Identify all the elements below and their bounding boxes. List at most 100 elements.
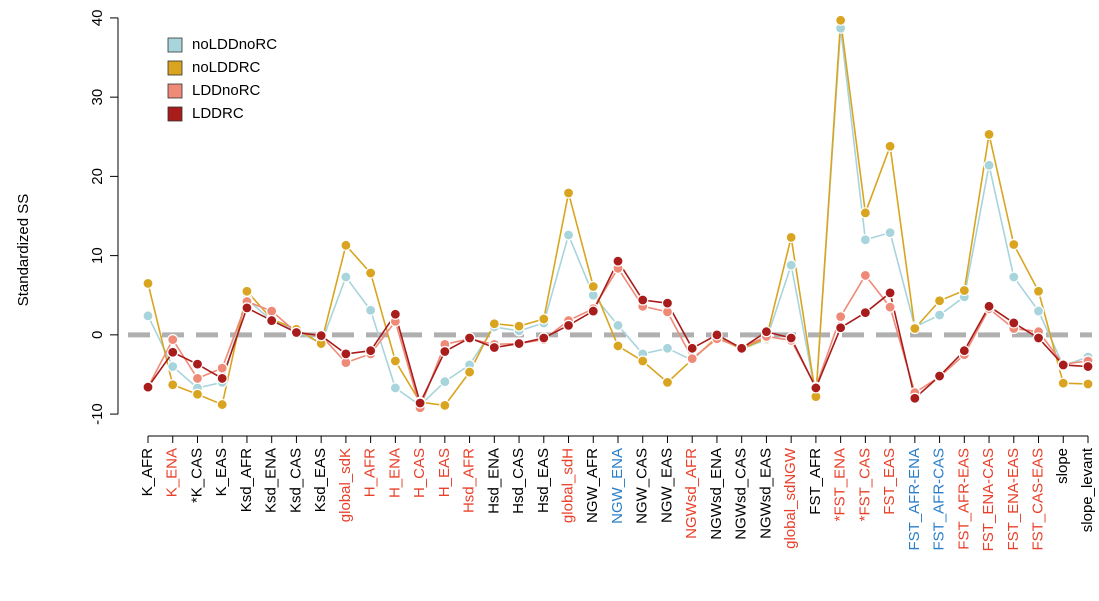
data-point — [142, 310, 154, 322]
data-point — [686, 353, 698, 365]
y-axis-label: Standardized SS — [15, 194, 32, 307]
data-point — [785, 259, 797, 271]
data-point — [884, 140, 896, 152]
data-point — [587, 305, 599, 317]
data-point — [191, 358, 204, 370]
y-tick-label: 40 — [89, 10, 106, 27]
series-line — [147, 259, 1089, 406]
x-tick-label: NGWsd_AFR — [683, 448, 700, 539]
data-point — [1032, 305, 1045, 317]
data-point — [1057, 377, 1069, 389]
data-point — [266, 314, 278, 327]
data-point — [933, 295, 946, 307]
data-point — [488, 341, 500, 354]
x-tick-label: FST_AFR — [807, 448, 824, 515]
data-point — [216, 362, 228, 374]
x-tick-label: H_EAS — [436, 448, 453, 497]
x-tick-label: FST_AFR-ENA — [906, 448, 923, 551]
data-point — [1082, 360, 1094, 373]
data-point — [785, 231, 797, 243]
x-tick-label: NGW_ENA — [609, 448, 626, 524]
y-tick-label: -10 — [89, 403, 106, 425]
data-point — [661, 297, 674, 309]
x-tick-label: K_EAS — [213, 448, 230, 496]
data-point — [142, 381, 154, 393]
data-point — [983, 159, 995, 171]
x-tick-label: NGW_CAS — [634, 448, 651, 524]
data-point — [933, 309, 946, 321]
x-tick-label: NGW_EAS — [658, 448, 675, 523]
legend-label: LDDnoRC — [192, 82, 261, 99]
x-tick-label: Ksd_CAS — [287, 448, 304, 513]
data-point — [191, 388, 204, 400]
x-tick-label: Hsd_ENA — [485, 448, 502, 514]
legend-label: noLDDRC — [192, 59, 261, 76]
data-point — [1057, 359, 1069, 371]
data-point — [216, 398, 228, 411]
data-point — [463, 366, 476, 378]
x-tick-label: global_sdK — [337, 448, 354, 522]
data-point — [958, 284, 970, 297]
data-point — [637, 294, 649, 306]
data-point — [216, 372, 228, 385]
data-point — [562, 319, 575, 331]
x-tick-label: H_ENA — [386, 448, 403, 498]
x-tick-label: Ksd_ENA — [263, 448, 280, 513]
x-tick-label: slope — [1054, 448, 1071, 484]
x-tick-label: NGWsd_EAS — [757, 448, 774, 539]
data-point — [859, 234, 871, 246]
data-point — [760, 326, 773, 338]
x-tick-label: FST_CAS-EAS — [1029, 448, 1046, 551]
data-point — [389, 382, 401, 394]
data-point — [315, 330, 327, 342]
x-tick-label: H_AFR — [362, 448, 379, 497]
x-tick-label: Hsd_CAS — [510, 448, 527, 514]
data-point — [513, 320, 525, 332]
data-point — [661, 342, 674, 354]
x-tick-label: FST_AFR-CAS — [931, 448, 948, 551]
data-point — [909, 322, 921, 335]
x-tick-label: NGWsd_CAS — [733, 448, 750, 540]
x-tick-label: NGW_AFR — [584, 448, 601, 523]
x-tick-label: Hsd_AFR — [461, 448, 478, 513]
data-point — [1032, 285, 1045, 297]
x-tick-label: Ksd_AFR — [238, 448, 255, 512]
x-tick-label: H_CAS — [411, 448, 428, 498]
data-point — [859, 207, 871, 219]
data-point — [439, 375, 451, 388]
data-point — [340, 348, 352, 360]
x-tick-label: K_AFR — [139, 448, 156, 497]
data-point — [933, 370, 946, 382]
data-point — [859, 307, 871, 319]
data-point — [835, 322, 847, 334]
data-point — [884, 301, 896, 313]
data-point — [266, 305, 278, 317]
data-point — [439, 345, 451, 358]
data-point — [191, 372, 204, 385]
data-point — [637, 355, 649, 367]
data-point — [241, 285, 253, 297]
data-point — [983, 300, 995, 312]
data-point — [1008, 317, 1020, 329]
legend-swatch — [167, 60, 183, 76]
data-point — [884, 227, 896, 239]
data-point — [562, 229, 575, 241]
x-tick-label: *K_CAS — [188, 448, 205, 503]
data-point — [1008, 238, 1020, 251]
series-line — [147, 266, 1089, 411]
data-point — [488, 318, 500, 330]
data-point — [167, 360, 179, 373]
legend-label: noLDDnoRC — [192, 36, 277, 53]
data-point — [835, 311, 847, 323]
x-tick-label: FST_AFR-EAS — [955, 448, 972, 550]
x-tick-label: *FST_CAS — [856, 448, 873, 521]
legend-swatch — [167, 83, 183, 99]
data-point — [414, 397, 426, 409]
data-point — [983, 128, 995, 140]
x-tick-label: NGWsd_ENA — [708, 448, 725, 540]
y-tick-label: 0 — [89, 331, 106, 339]
x-tick-label: *FST_ENA — [832, 448, 849, 521]
data-point — [340, 271, 352, 283]
data-point — [562, 187, 575, 199]
